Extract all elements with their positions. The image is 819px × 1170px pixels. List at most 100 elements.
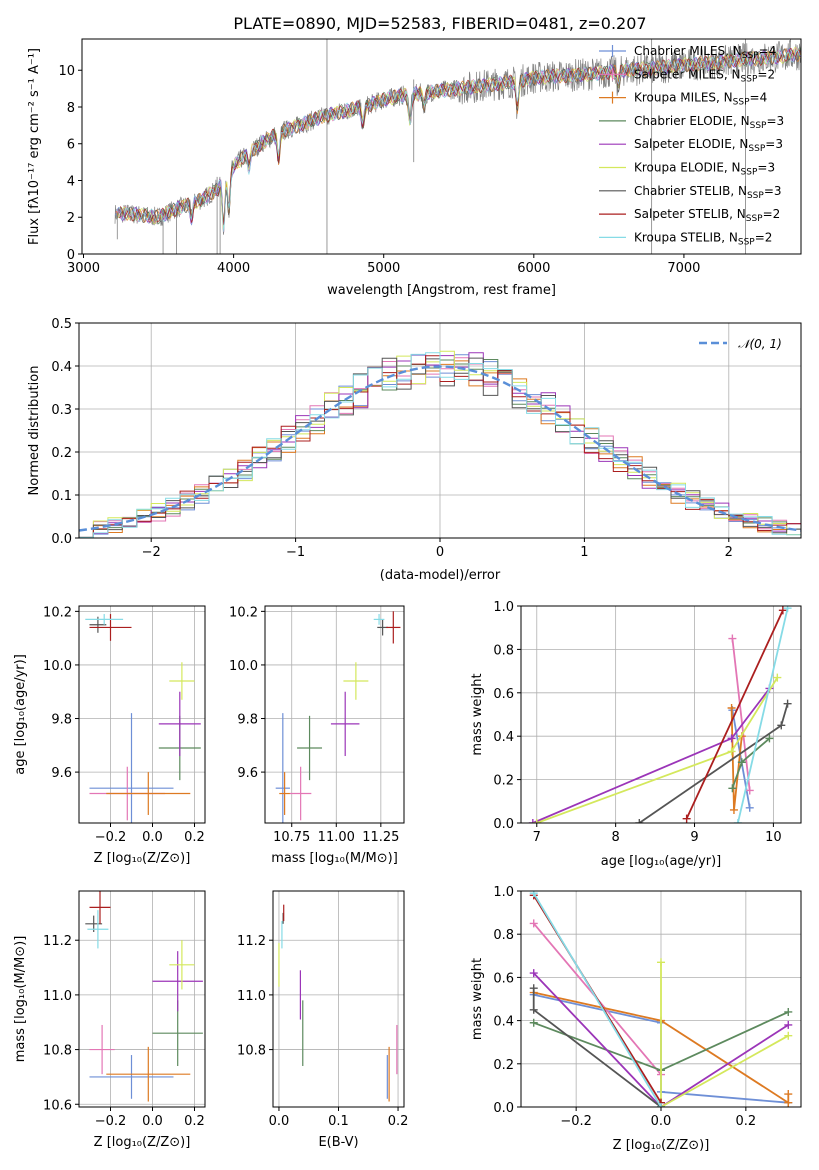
weight-marker	[529, 1018, 538, 1027]
x-tick-label: −1	[286, 545, 305, 560]
legend-entry: Kroupa ELODIE, NSSP=3	[634, 161, 775, 178]
weight-marker	[773, 673, 782, 682]
weight-lines	[528, 606, 792, 823]
legend-entry: Kroupa STELIB, NSSP=2	[634, 230, 772, 247]
legend-entry: Salpeter ELODIE, NSSP=3	[634, 137, 783, 154]
x-tick-label: −2	[142, 545, 161, 560]
weight-marker	[745, 786, 754, 795]
legend-entry: Kroupa MILES, NSSP=4	[634, 91, 767, 108]
axes-frame	[272, 890, 405, 1108]
y-tick-label: 9.8	[51, 713, 72, 728]
x-tick-label: 3000	[67, 261, 100, 276]
y-tick-label: 0	[67, 248, 75, 263]
x-tick-label: 1	[580, 545, 588, 560]
axes-frame	[520, 605, 802, 824]
legend-subscript: SSP	[746, 214, 763, 224]
x-tick-label: 11.00	[318, 830, 355, 845]
weight-marker	[783, 606, 792, 613]
x-tick-label: 11.25	[362, 830, 399, 845]
weight-marker	[733, 819, 742, 823]
x-tick-label: 7	[533, 830, 541, 845]
weight-line	[685, 609, 784, 820]
weight-marker	[529, 919, 538, 928]
spectrum-legend: Chabrier MILES, NSSP=4 Salpeter MILES, NS…	[599, 44, 784, 247]
legend-count: =3	[765, 137, 783, 151]
y-tick-label: 8	[67, 101, 75, 116]
y-tick-label: 10.8	[43, 1044, 72, 1059]
x-axis-label: (data-model)/error	[380, 568, 501, 583]
x-tick-label: 0.0	[651, 1114, 672, 1129]
x-tick-label: 5000	[367, 261, 400, 276]
x-tick-label: 0.0	[142, 830, 163, 845]
weight-marker	[657, 958, 665, 967]
weight-marker	[529, 984, 538, 993]
y-tick-label: 0.0	[493, 817, 514, 832]
axes-frame	[264, 605, 405, 824]
x-axis-label: age [log₁₀(age/yr)]	[601, 854, 722, 869]
y-tick-label: 10.0	[43, 659, 72, 674]
errorbars	[85, 614, 201, 823]
weight-marker	[777, 721, 786, 730]
y-axis-label: Flux [fλ10⁻¹⁷ erg cm⁻² s⁻¹ A⁻¹]	[27, 48, 42, 245]
weight-marker	[784, 1031, 793, 1040]
y-tick-label: 10.2	[43, 605, 72, 620]
histograms	[79, 350, 801, 538]
spectrum-panel: 3000 4000 5000 6000 7000 0 2 4 6 8 10 wavelength [A…	[27, 38, 802, 298]
weight-line	[731, 638, 751, 791]
x-tick-label: 0.2	[184, 1114, 205, 1129]
y-tick-label: 0.6	[493, 687, 514, 702]
y-tick-label: 4	[67, 174, 75, 189]
weight-line	[737, 607, 789, 823]
x-axis-label: Z [log₁₀(Z/Z⊙)]	[94, 1135, 191, 1150]
weight-line	[532, 892, 662, 1107]
weight-marker	[727, 734, 736, 743]
x-axis-label: E(B-V)	[318, 1135, 358, 1150]
weight-marker	[765, 734, 774, 743]
x-axis-label: wavelength [Angstrom, rest frame]	[327, 283, 556, 298]
y-tick-label: 9.8	[237, 713, 258, 728]
gaussian-curve	[79, 365, 801, 532]
weight-marker	[682, 814, 691, 823]
weight-marker	[532, 819, 541, 823]
legend-count: =3	[764, 184, 782, 198]
legend-subscript: SSP	[742, 51, 759, 61]
errorbars	[278, 904, 398, 1102]
x-tick-label: −0.2	[95, 1114, 127, 1129]
x-tick-label: 10	[765, 830, 782, 845]
x-tick-label: 9	[690, 830, 698, 845]
y-tick-label: 9.6	[237, 766, 258, 781]
x-axis-label: mass [log₁₀(M/M⊙)]	[271, 851, 398, 866]
x-tick-label: 0.0	[142, 1114, 163, 1129]
y-tick-label: 0.1	[51, 489, 72, 504]
x-tick-label: 0.1	[328, 1114, 349, 1129]
y-tick-label: 11.2	[43, 934, 72, 949]
y-tick-label: 10.6	[43, 1098, 72, 1113]
errorbars	[85, 891, 203, 1102]
y-tick-label: 1.0	[493, 885, 514, 900]
weight-marker	[784, 1098, 793, 1107]
weight-marker	[529, 891, 538, 898]
weight-marker	[727, 747, 736, 756]
y-axis-label: mass [log₁₀(M/M⊙)]	[13, 936, 28, 1063]
spectrum-lines	[114, 39, 801, 254]
weight-line	[660, 962, 789, 1107]
figure-title: PLATE=0890, MJD=52583, FIBERID=0481, z=0…	[233, 14, 646, 33]
y-tick-label: 11.0	[237, 989, 266, 1004]
y-tick-label: 0.4	[493, 1015, 514, 1030]
y-tick-label: 0.4	[493, 730, 514, 745]
weight-line	[533, 991, 790, 1105]
legend-count: =4	[750, 91, 768, 105]
weight-lines	[529, 891, 793, 1107]
weight-marker	[783, 699, 792, 708]
y-axis-label: Normed distribution	[27, 366, 42, 496]
x-tick-label: 4000	[217, 261, 250, 276]
weight-marker	[729, 805, 738, 814]
weight-marker	[657, 1103, 665, 1107]
x-tick-label: 6000	[517, 261, 550, 276]
legend-count: =4	[759, 44, 777, 58]
legend-count: =3	[757, 161, 775, 175]
y-tick-label: 11.0	[43, 989, 72, 1004]
weight-vs-age-panel: 7 8 9 10 0.0 0.2 0.4 0.6 0.8 1.0 age [log₁₀(age/yr…	[470, 600, 802, 869]
y-axis-label: mass weight	[470, 958, 485, 1040]
weight-marker	[529, 969, 538, 978]
